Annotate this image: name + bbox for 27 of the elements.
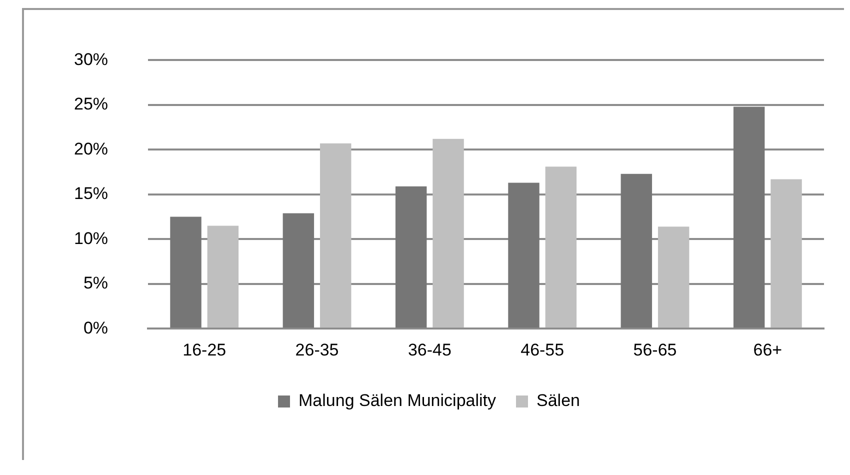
y-tick-label: 10% (74, 228, 108, 248)
y-tick-label: 25% (74, 94, 108, 114)
bar (432, 138, 464, 328)
bar (170, 216, 202, 328)
bar (282, 213, 314, 328)
bar (620, 174, 652, 328)
x-tick-label: 26-35 (295, 340, 339, 360)
bar (395, 186, 427, 328)
bar (733, 106, 765, 328)
legend-label: Malung Sälen Municipality (298, 391, 497, 410)
x-tick-label: 46-55 (520, 340, 564, 360)
y-tick-label: 0% (83, 318, 108, 338)
x-tick-label: 36-45 (408, 340, 452, 360)
bar (545, 166, 577, 328)
y-tick-label: 5% (83, 274, 108, 293)
x-tick-label: 66+ (753, 340, 782, 360)
y-tick-label: 30% (74, 50, 108, 69)
y-tick-label: 20% (74, 139, 108, 158)
x-tick-label: 56-65 (633, 340, 677, 360)
y-tick-label: 15% (74, 184, 108, 204)
bar (770, 179, 802, 328)
bar (320, 143, 352, 328)
bar (658, 226, 690, 328)
bar (207, 226, 239, 328)
x-tick-label: 16-25 (182, 340, 226, 360)
bar (508, 182, 540, 328)
legend-label: Sälen (536, 391, 580, 410)
